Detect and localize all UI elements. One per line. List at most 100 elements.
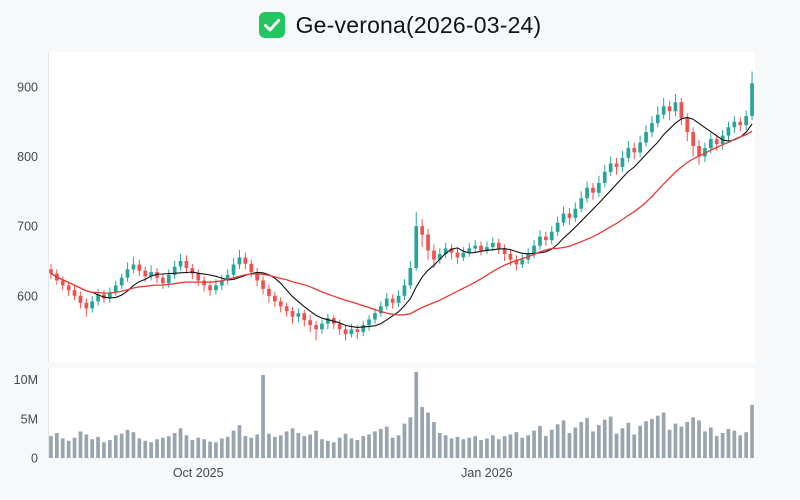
candle-down	[544, 236, 548, 241]
candle-up	[384, 298, 389, 307]
candle-up	[750, 83, 754, 116]
volume-bar	[273, 436, 277, 458]
volume-bar	[655, 415, 660, 458]
candle-up	[90, 301, 94, 309]
volume-bar	[314, 430, 318, 458]
candle-down	[514, 259, 519, 265]
volume-bar	[60, 438, 65, 458]
candle-down	[78, 295, 83, 303]
volume-bar	[261, 375, 265, 458]
candle-up	[732, 121, 737, 128]
volume-bar	[420, 407, 424, 458]
candle-up	[726, 127, 731, 136]
candle-down	[184, 261, 189, 268]
volume-bar	[166, 436, 171, 458]
candle-up	[673, 102, 678, 112]
candle-down	[455, 252, 460, 258]
candle-down	[479, 245, 483, 251]
volume-bar	[349, 438, 354, 458]
volume-bar	[361, 436, 366, 458]
volume-bar	[131, 432, 136, 458]
candle-down	[84, 302, 89, 309]
candle-up	[608, 163, 613, 172]
volume-bar	[602, 419, 607, 458]
candle-up	[602, 171, 607, 183]
candle-down	[714, 139, 719, 144]
candle-down	[308, 320, 312, 326]
candle-up	[379, 306, 383, 314]
candle-up	[650, 123, 654, 133]
volume-bar	[597, 425, 601, 458]
candle-up	[473, 245, 477, 249]
candle-up	[626, 148, 631, 158]
candle-up	[437, 254, 442, 260]
volume-bar	[485, 438, 489, 458]
candle-down	[508, 254, 513, 260]
price-panel	[48, 52, 755, 362]
volume-bar	[608, 416, 613, 458]
volume-bar	[243, 436, 248, 458]
checkbox-box	[258, 12, 285, 38]
candle-up	[538, 236, 542, 246]
candle-down	[679, 102, 684, 119]
volume-bar	[343, 433, 348, 458]
checked-checkbox-icon	[258, 12, 285, 38]
candle-up	[709, 139, 713, 149]
volume-bar	[432, 422, 436, 458]
candle-down	[449, 248, 454, 253]
volume-bar	[449, 438, 454, 458]
volume-bar	[155, 439, 159, 458]
volume-bar	[473, 436, 477, 458]
candle-up	[178, 261, 183, 267]
candle-up	[555, 222, 560, 232]
volume-bar	[426, 412, 430, 458]
volume-bar	[402, 423, 407, 458]
volume-bar	[367, 434, 371, 458]
price-volume-chart[interactable]: 600 700 800 900 0 5M 10M Oct 2025 Jan 2026	[0, 46, 800, 500]
candle-up	[172, 266, 177, 275]
volume-bar	[514, 432, 519, 458]
candle-down	[667, 106, 672, 112]
volume-bar	[355, 440, 360, 458]
candle-up	[361, 325, 366, 333]
volume-bar	[184, 435, 189, 458]
volume-bar	[467, 437, 472, 458]
volume-tick-label: 5M	[21, 412, 38, 426]
candle-down	[66, 285, 71, 291]
candle-down	[60, 280, 65, 286]
candle-up	[396, 295, 401, 303]
volume-bar	[308, 434, 312, 458]
volume-bar	[225, 436, 230, 458]
volume-bar	[237, 425, 242, 458]
volume-bar	[703, 431, 707, 458]
candle-up	[561, 213, 566, 223]
candle-up	[461, 252, 466, 258]
volume-bar	[443, 435, 448, 458]
candle-up	[620, 157, 625, 167]
volume-bar	[667, 429, 672, 458]
volume-bar	[72, 437, 77, 458]
candle-up	[373, 313, 377, 320]
candle-down	[261, 280, 265, 289]
candle-up	[220, 280, 224, 286]
price-tick-label: 700	[17, 220, 38, 234]
volume-bar	[149, 442, 153, 458]
candle-up	[485, 247, 489, 251]
volume-bar	[567, 433, 572, 458]
volume-bar	[614, 433, 619, 458]
volume-bar	[644, 421, 648, 458]
volume-bar	[55, 433, 59, 458]
volume-bar	[679, 426, 684, 458]
candle-up	[125, 269, 130, 278]
candle-down	[302, 313, 307, 321]
volume-bar	[561, 420, 566, 458]
candle-up	[149, 272, 153, 277]
volume-bar	[491, 435, 495, 458]
candle-down	[614, 163, 619, 167]
candle-up	[638, 142, 642, 153]
candle-up	[402, 285, 407, 296]
candle-down	[567, 213, 572, 218]
candle-down	[632, 148, 637, 153]
volume-bar	[96, 436, 100, 458]
candle-down	[343, 329, 348, 335]
